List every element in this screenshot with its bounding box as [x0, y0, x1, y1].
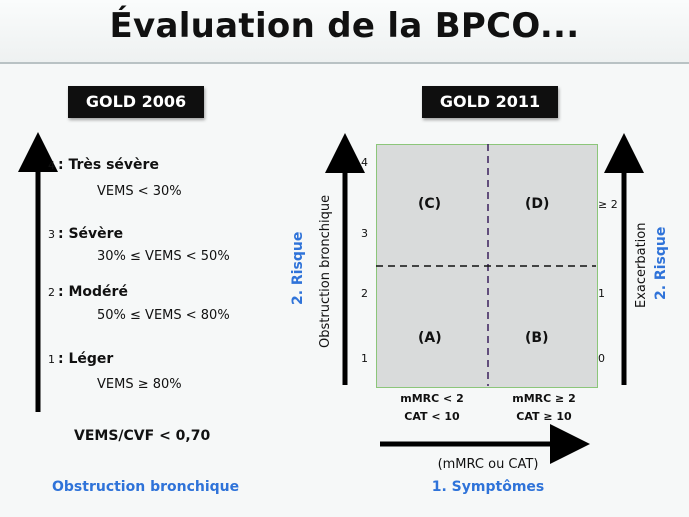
right-axis-title: Exacerbation — [634, 222, 649, 308]
x-col-left-line2: CAT < 10 — [404, 410, 460, 423]
right-tick-2plus: ≥ 2 — [598, 198, 618, 211]
slide-title: Évaluation de la BPCO... — [109, 6, 580, 46]
right-risk-label: 2. Risque — [653, 226, 669, 300]
right-tick-1: 1 — [598, 287, 605, 300]
level-4-criterion: VEMS < 30% — [97, 184, 182, 199]
left-tick-2: 2 — [361, 287, 368, 300]
level-2: 2: Modéré — [48, 284, 128, 300]
gold-2006-heading: GOLD 2006 — [68, 86, 204, 118]
quadrant-a: (A) — [418, 330, 442, 346]
title-band — [0, 0, 689, 64]
quadrant-c: (C) — [418, 196, 442, 212]
quadrant-d: (D) — [525, 196, 550, 212]
left-tick-4: 4 — [361, 156, 368, 169]
level-3-criterion: 30% ≤ VEMS < 50% — [97, 249, 230, 264]
vems-cvf-ratio: VEMS/CVF < 0,70 — [74, 428, 211, 444]
level-2-criterion: 50% ≤ VEMS < 80% — [97, 308, 230, 323]
x-col-left-line1: mMRC < 2 — [400, 392, 464, 405]
level-1-criterion: VEMS ≥ 80% — [97, 377, 182, 392]
quadrant-b: (B) — [525, 330, 549, 346]
left-axis-title: Obstruction bronchique — [318, 194, 333, 348]
level-3: 3: Sévère — [48, 226, 124, 242]
x-axis-caption: (mMRC ou CAT) — [437, 457, 539, 472]
quadrant-dividers — [376, 144, 596, 386]
x-col-right-line2: CAT ≥ 10 — [516, 410, 572, 423]
gold-2011-heading: GOLD 2011 — [422, 86, 558, 118]
symptoms-title: 1. Symptômes — [431, 479, 545, 495]
left-risk-label: 2. Risque — [290, 231, 306, 305]
level-1: 1: Léger — [48, 351, 114, 367]
level-4: 4: Très sévère — [48, 157, 159, 173]
x-col-right-line1: mMRC ≥ 2 — [512, 392, 576, 405]
left-tick-1: 1 — [361, 352, 368, 365]
right-tick-0: 0 — [598, 352, 605, 365]
left-tick-3: 3 — [361, 227, 368, 240]
obstruction-footer: Obstruction bronchique — [52, 479, 240, 495]
